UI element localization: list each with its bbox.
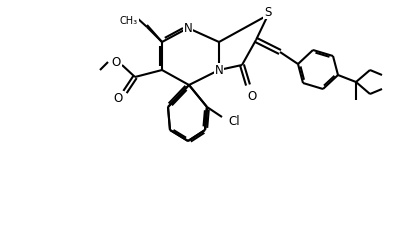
Text: S: S — [263, 7, 271, 19]
Text: O: O — [247, 89, 256, 102]
Text: N: N — [183, 22, 192, 35]
Text: CH₃: CH₃ — [119, 16, 138, 26]
Text: N: N — [214, 64, 223, 77]
Text: O: O — [111, 56, 120, 69]
Text: O: O — [113, 92, 122, 105]
Text: Cl: Cl — [227, 115, 239, 128]
